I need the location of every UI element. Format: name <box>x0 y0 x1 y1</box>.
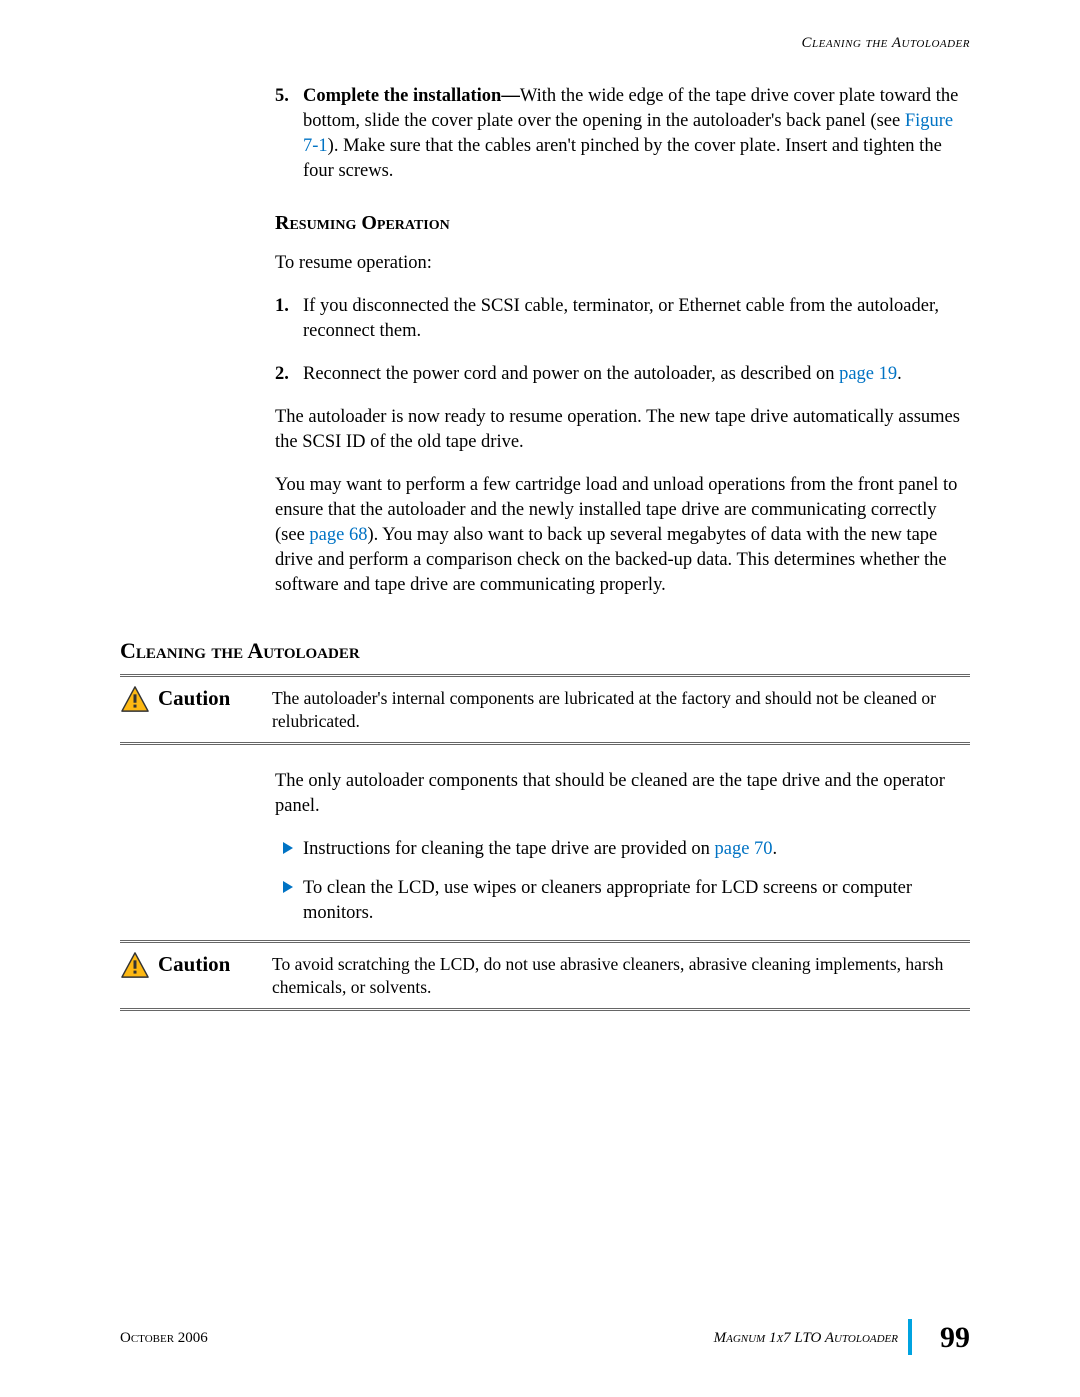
item-body: If you disconnected the SCSI cable, term… <box>303 294 970 344</box>
item-body: Reconnect the power cord and power on th… <box>303 362 970 387</box>
section-heading-cleaning: Cleaning the Autoloader <box>120 638 970 664</box>
running-header: Cleaning the Autoloader <box>120 35 970 52</box>
caution-word: Caution <box>158 952 230 977</box>
caution-box-2: Caution To avoid scratching the LCD, do … <box>120 940 970 1011</box>
item-number: 2. <box>275 362 303 387</box>
resuming-para-1: The autoloader is now ready to resume op… <box>275 405 970 455</box>
cleaning-body: The only autoloader components that shou… <box>275 769 970 926</box>
warning-icon <box>120 685 150 713</box>
page-link-68[interactable]: page 68 <box>309 525 367 545</box>
bullet-body: Instructions for cleaning the tape drive… <box>303 837 970 862</box>
subheading-resuming: Resuming Operation <box>275 210 970 237</box>
item-text-b: . <box>897 364 902 384</box>
resuming-para-2: You may want to perform a few cartridge … <box>275 473 970 598</box>
caution-text: The autoloader's internal components are… <box>272 685 970 734</box>
arrow-icon <box>275 837 303 862</box>
bullet-body: To clean the LCD, use wipes or cleaners … <box>303 876 970 926</box>
resuming-item-1: 1. If you disconnected the SCSI cable, t… <box>275 294 970 344</box>
caution-box-1: Caution The autoloader's internal compon… <box>120 674 970 745</box>
footer-divider <box>908 1319 912 1355</box>
list-step-5: 5. Complete the installation—With the wi… <box>275 84 970 184</box>
step-number: 5. <box>275 84 303 184</box>
item-text-a: Reconnect the power cord and power on th… <box>303 364 839 384</box>
caution-word: Caution <box>158 686 230 711</box>
page-number: 99 <box>940 1321 970 1355</box>
caution-label: Caution <box>120 951 262 979</box>
footer-product: Magnum 1x7 LTO Autoloader <box>714 1330 898 1347</box>
bullet1-b: . <box>773 839 778 859</box>
warning-icon <box>120 951 150 979</box>
page-link-19[interactable]: page 19 <box>839 364 897 384</box>
step-body: Complete the installation—With the wide … <box>303 84 970 184</box>
caution-label: Caution <box>120 685 262 713</box>
item-number: 1. <box>275 294 303 344</box>
resuming-item-2: 2. Reconnect the power cord and power on… <box>275 362 970 387</box>
footer-date: October 2006 <box>120 1330 208 1347</box>
step-text-b: ). Make sure that the cables aren't pinc… <box>303 136 942 181</box>
resuming-intro: To resume operation: <box>275 251 970 276</box>
caution-text: To avoid scratching the LCD, do not use … <box>272 951 970 1000</box>
bullet1-a: Instructions for cleaning the tape drive… <box>303 839 714 859</box>
step-5-block: 5. Complete the installation—With the wi… <box>275 84 970 598</box>
bullet-item-1: Instructions for cleaning the tape drive… <box>275 837 970 862</box>
bullet-item-2: To clean the LCD, use wipes or cleaners … <box>275 876 970 926</box>
para2-b: ). You may also want to back up several … <box>275 525 947 595</box>
cleaning-intro: The only autoloader components that shou… <box>275 769 970 819</box>
page-link-70[interactable]: page 70 <box>714 839 772 859</box>
arrow-icon <box>275 876 303 926</box>
step-bold-lead: Complete the installation— <box>303 86 520 106</box>
